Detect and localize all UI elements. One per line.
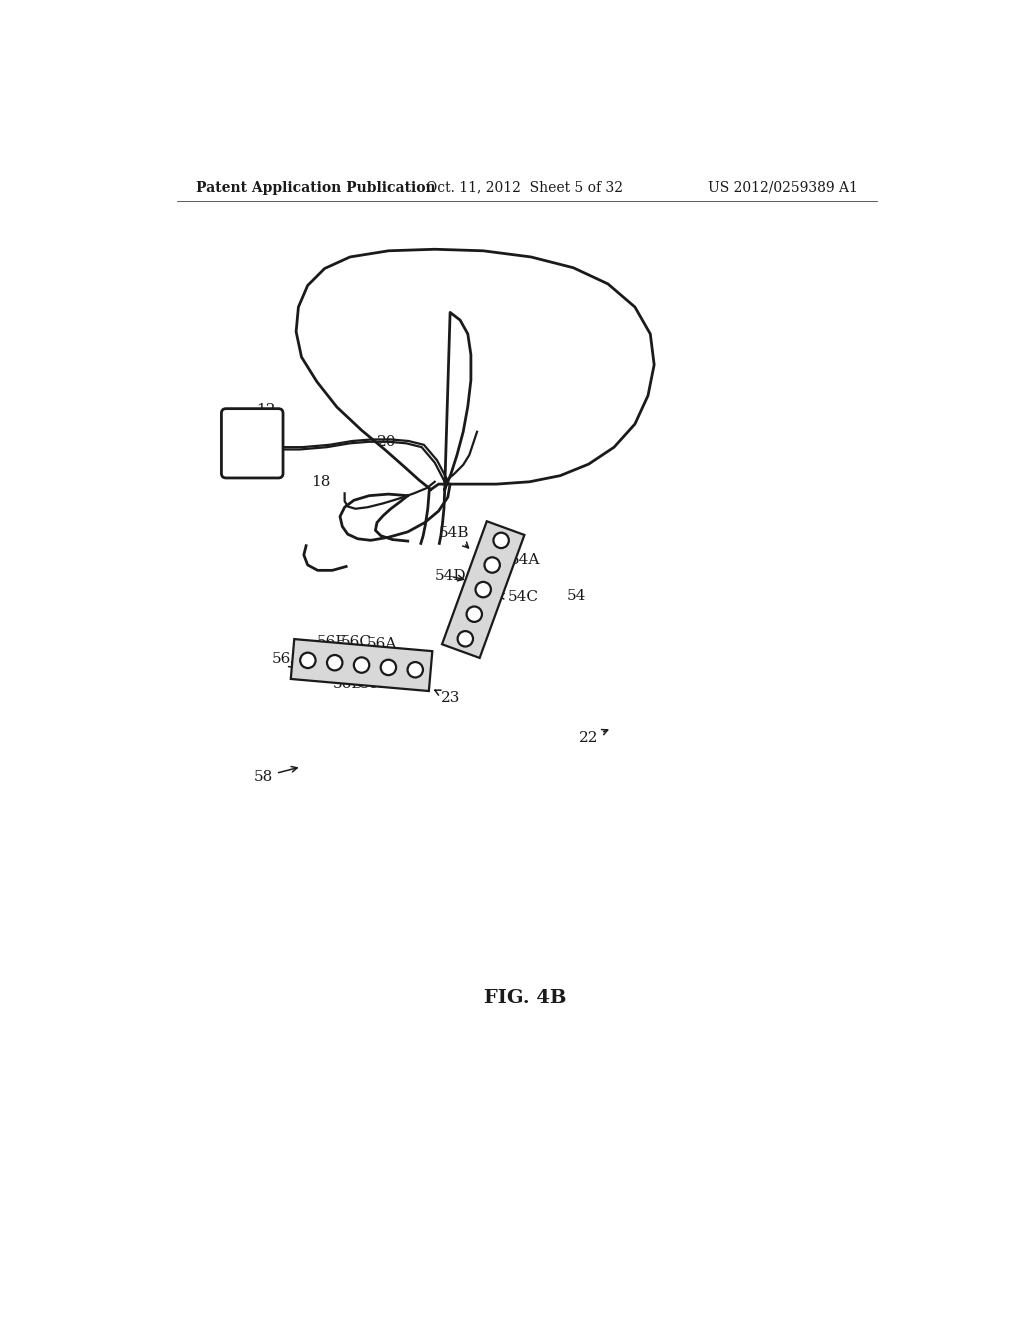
Text: Oct. 11, 2012  Sheet 5 of 32: Oct. 11, 2012 Sheet 5 of 32 xyxy=(426,181,624,194)
Text: 56C: 56C xyxy=(341,635,372,649)
Circle shape xyxy=(300,652,315,668)
Circle shape xyxy=(327,655,342,671)
Text: 18: 18 xyxy=(310,475,330,488)
Text: 20: 20 xyxy=(377,434,396,449)
Text: 56B: 56B xyxy=(360,677,390,690)
Circle shape xyxy=(494,533,509,548)
Text: US 2012/0259389 A1: US 2012/0259389 A1 xyxy=(709,181,858,194)
Circle shape xyxy=(467,606,482,622)
Text: 23: 23 xyxy=(435,690,460,705)
Polygon shape xyxy=(291,639,432,692)
Text: 56D: 56D xyxy=(333,677,364,690)
Circle shape xyxy=(408,663,423,677)
Text: 54C: 54C xyxy=(499,590,539,605)
Text: 58: 58 xyxy=(254,767,297,784)
Text: 54E: 54E xyxy=(462,610,493,623)
Text: 54A: 54A xyxy=(503,553,540,568)
Circle shape xyxy=(484,557,500,573)
Text: 56E: 56E xyxy=(316,635,347,649)
FancyBboxPatch shape xyxy=(221,409,283,478)
Text: 54D: 54D xyxy=(435,569,466,583)
Circle shape xyxy=(458,631,473,647)
Text: 56: 56 xyxy=(271,652,296,668)
Text: FIG. 4B: FIG. 4B xyxy=(483,989,566,1007)
Polygon shape xyxy=(442,521,524,657)
Text: 54B: 54B xyxy=(438,527,469,548)
Text: 22: 22 xyxy=(579,730,607,744)
Text: 56A: 56A xyxy=(367,636,397,651)
Circle shape xyxy=(354,657,370,673)
Text: 54: 54 xyxy=(567,589,587,603)
Text: Patent Application Publication: Patent Application Publication xyxy=(196,181,435,194)
Circle shape xyxy=(475,582,490,597)
Circle shape xyxy=(381,660,396,675)
Text: 12: 12 xyxy=(256,403,275,422)
